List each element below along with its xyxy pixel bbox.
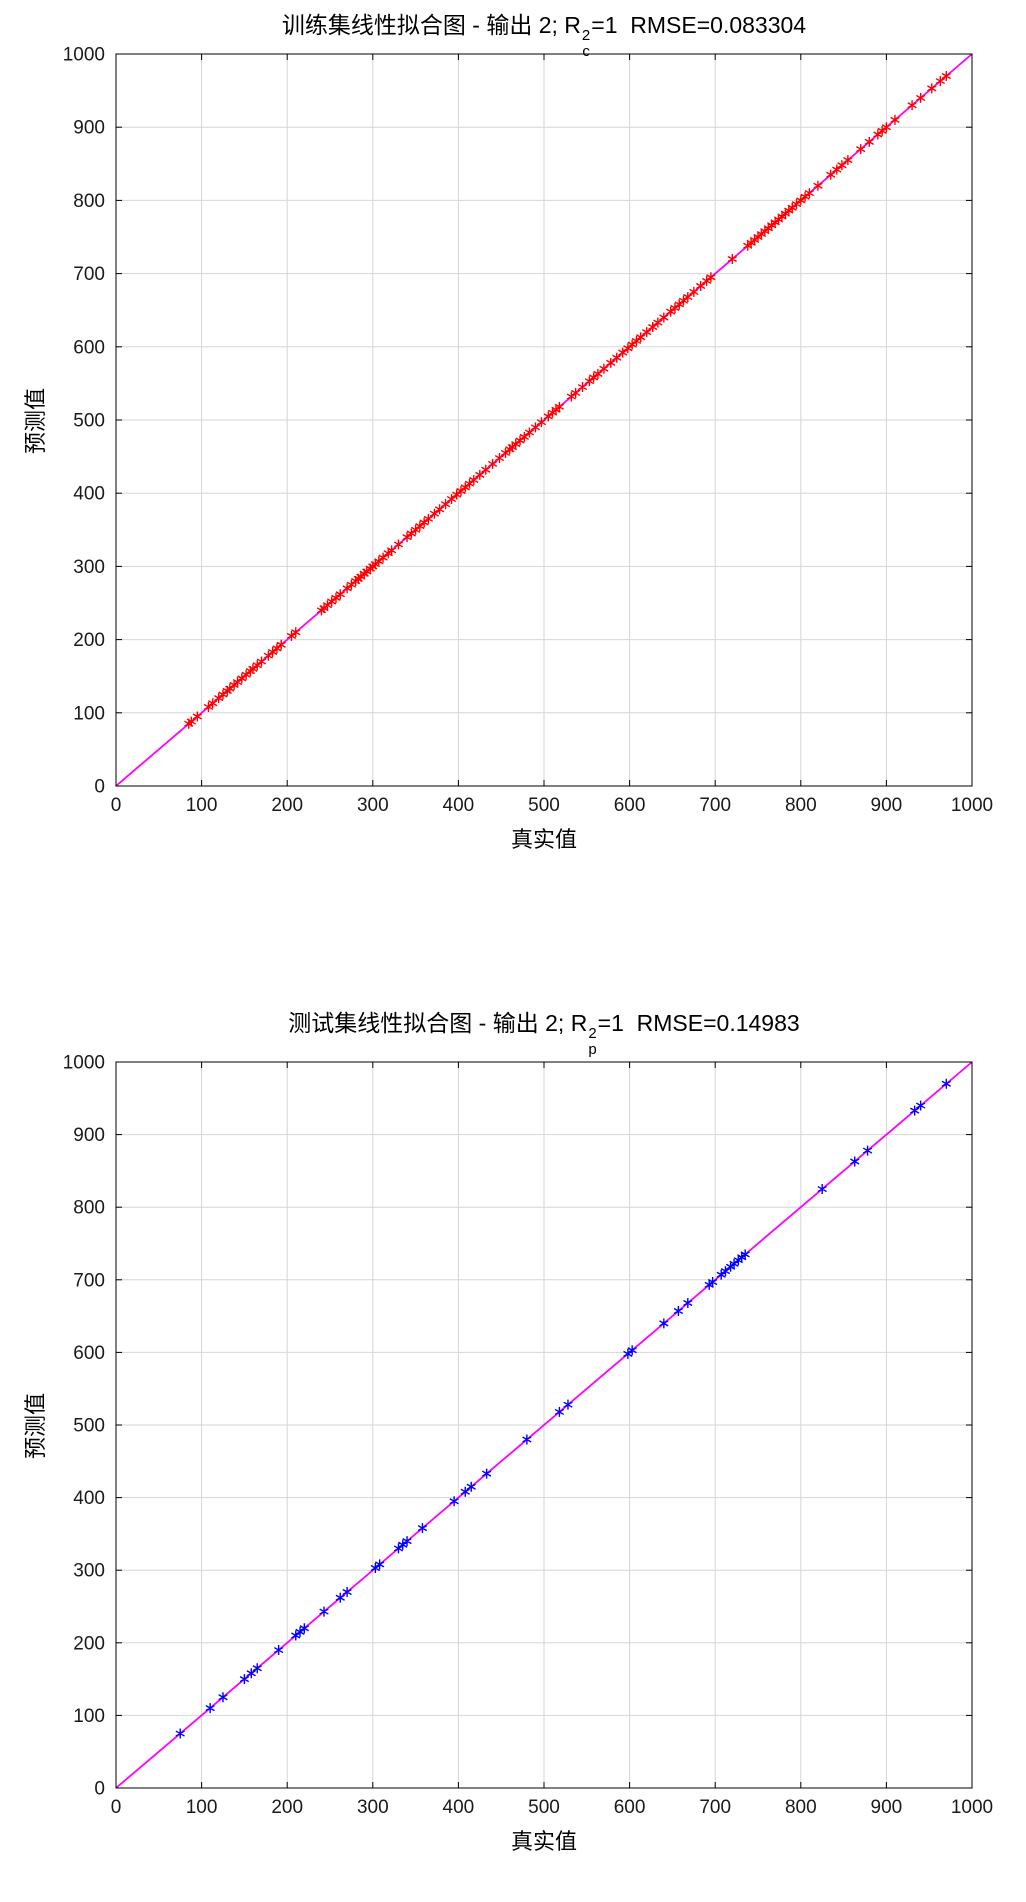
y-tick-label: 700	[73, 1270, 105, 1291]
y-tick-label: 800	[73, 1198, 105, 1219]
x-tick-label: 600	[614, 795, 646, 816]
x-tick-label: 800	[785, 795, 817, 816]
y-tick-label: 400	[73, 1488, 105, 1509]
x-tick-label: 300	[357, 795, 389, 816]
training-y-axis-label: 预测值	[23, 388, 48, 455]
y-tick-label: 900	[73, 1125, 105, 1146]
title-text: 训练集线性拟合图 - 输出 2; R	[281, 12, 581, 38]
x-tick-label: 200	[271, 1797, 303, 1818]
y-tick-label: 500	[73, 411, 105, 432]
training-x-axis-label: 真实值	[510, 827, 577, 852]
tick-marks	[115, 1061, 973, 1789]
x-tick-label: 0	[111, 795, 122, 816]
training-plot-title: 训练集线性拟合图 - 输出 2; R 2 c =1 RMSE=0.083304	[116, 6, 972, 60]
title-subscript: p	[588, 1040, 597, 1058]
tick-marks	[115, 53, 973, 787]
title-superscript: 2	[588, 1025, 597, 1043]
x-tick-label: 0	[111, 1797, 122, 1818]
y-tick-label: 200	[73, 630, 105, 651]
y-tick-label: 600	[73, 337, 105, 358]
title-text: 测试集线性拟合图 - 输出 2; R	[288, 1010, 588, 1036]
y-tick-label: 200	[73, 1633, 105, 1654]
x-tick-label: 700	[699, 795, 731, 816]
y-tick-label: 100	[73, 1706, 105, 1727]
test-plot-title: 测试集线性拟合图 - 输出 2; R 2 p =1 RMSE=0.14983	[116, 1004, 972, 1058]
y-tick-label: 0	[94, 1779, 105, 1800]
data-markers	[184, 70, 952, 729]
y-tick-label: 1000	[63, 45, 105, 66]
training-plot-svg: 0 100 200 300 400 500 600 700 800 900 1000 0 100 200 3…	[63, 45, 993, 817]
y-tick-label: 0	[94, 777, 105, 798]
x-tick-label: 100	[186, 1797, 218, 1818]
title-stats-text: =1 RMSE=0.14983	[597, 1010, 800, 1036]
y-tick-label: 800	[73, 191, 105, 212]
title-stats-text: =1 RMSE=0.083304	[591, 12, 807, 38]
x-tick-label: 1000	[951, 795, 993, 816]
x-tick-label: 500	[528, 1797, 560, 1818]
x-tick-label: 400	[443, 795, 475, 816]
x-tick-label: 600	[614, 1797, 646, 1818]
x-tick-label: 800	[785, 1797, 817, 1818]
y-tick-label: 700	[73, 264, 105, 285]
title-superscript: 2	[581, 27, 591, 45]
x-tick-label: 400	[443, 1797, 475, 1818]
x-tick-label: 200	[271, 795, 303, 816]
title-subscript: c	[582, 42, 590, 60]
y-tick-label: 400	[73, 484, 105, 505]
y-tick-label: 500	[73, 1416, 105, 1437]
test-plot-svg: 0 100 200 300 400 500 600 700 800 900 1000 0 100 200 3…	[63, 1053, 993, 1819]
y-tick-label: 100	[73, 703, 105, 724]
y-tick-label: 300	[73, 557, 105, 578]
x-tick-label: 900	[871, 1797, 903, 1818]
tick-labels: 0 100 200 300 400 500 600 700 800 900 1000 0 100 200 3…	[63, 45, 993, 817]
test-y-axis-label: 预测值	[23, 1393, 48, 1460]
x-tick-label: 100	[186, 795, 218, 816]
y-tick-label: 300	[73, 1561, 105, 1582]
x-tick-label: 500	[528, 795, 560, 816]
y-tick-label: 900	[73, 118, 105, 139]
y-tick-label: 600	[73, 1343, 105, 1364]
test-x-axis-label: 真实值	[510, 1829, 577, 1854]
tick-labels: 0 100 200 300 400 500 600 700 800 900 1000 0 100 200 3…	[63, 1053, 993, 1819]
x-tick-label: 300	[357, 1797, 389, 1818]
x-tick-label: 700	[699, 1797, 731, 1818]
y-tick-label: 1000	[63, 1053, 105, 1074]
data-markers	[175, 1078, 952, 1739]
x-tick-label: 900	[871, 795, 903, 816]
x-tick-label: 1000	[951, 1797, 993, 1818]
